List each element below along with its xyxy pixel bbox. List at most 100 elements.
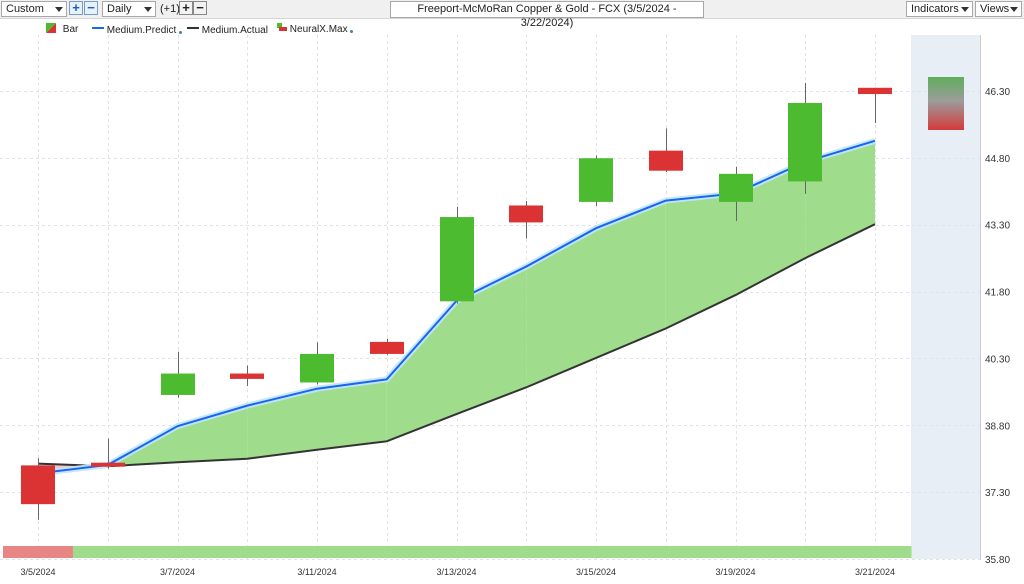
legend-item-medium-predict[interactable]: Medium.Predict [92,23,183,36]
candle-body-up [161,373,195,395]
price-tick-label: 46.30 [985,87,1010,98]
views-dropdown[interactable]: Views [975,1,1022,17]
candle-body-down [649,150,683,171]
legend-neuralx-max-label: NeuralX.Max [289,24,348,35]
chart-title: Freeport-McMoRan Copper & Gold - FCX (3/… [417,3,677,29]
neuralx-forecast [928,77,964,130]
legend-medium-predict-label: Medium.Predict [106,25,177,36]
chevron-down-icon [55,7,63,12]
candle-body-up [579,158,613,202]
zoom-out-button[interactable]: − [84,1,98,15]
signal-strip-up [840,546,912,558]
indicators-label: Indicators [911,3,959,15]
signal-strip-up [72,546,144,558]
signal-strip [3,546,912,558]
candle [370,338,404,355]
ribbon-segment-up [526,228,596,388]
date-tick-label: 3/13/2024 [436,567,476,577]
candle [440,206,474,304]
legend-item-neuralx-max[interactable]: NeuralX.Max [277,23,354,35]
legend-bar-label: Bar [62,24,79,35]
candle [579,155,613,207]
ribbon-segment-up [665,193,736,329]
signal-strip-up [630,546,702,558]
candle [858,87,892,124]
offset-increase-button[interactable]: + [179,1,193,15]
candle [91,438,125,469]
price-tick-label: 40.30 [985,354,1010,365]
date-tick-label: 3/11/2024 [297,567,336,577]
predict-actual-ribbon [38,140,875,474]
bar-legend-icon [46,23,56,33]
ribbon-segment-up [177,405,248,463]
zoom-in-button[interactable]: + [69,1,83,15]
candle [21,458,55,520]
legend-item-medium-actual[interactable]: Medium.Actual [187,23,268,36]
candle [230,365,264,387]
candle-body-up [719,173,753,202]
signal-strip-up [561,546,632,558]
candle-body-down [91,462,125,467]
date-tick-label: 3/21/2024 [855,567,895,577]
price-tick-label: 44.80 [985,154,1010,165]
signal-strip-up [212,546,283,558]
indicators-dropdown[interactable]: Indicators [906,1,973,17]
price-tick-label: 38.80 [985,421,1010,432]
candle-body-down [509,205,543,223]
legend-medium-actual-label: Medium.Actual [201,25,268,36]
candlesticks [21,82,892,520]
price-tick-label: 43.30 [985,221,1010,232]
signal-strip-up [351,546,423,558]
chevron-down-icon [961,7,969,12]
candle-body-down [858,87,892,95]
candle [300,342,334,385]
offset-label: (+1) [160,3,180,15]
candle-body-down [230,373,264,379]
ribbon-segment-up [247,388,317,459]
candle-body-up [788,102,822,182]
candle [649,128,683,173]
signal-strip-up [282,546,353,558]
period-select[interactable]: Custom [1,1,67,17]
legend-item-bar[interactable]: Bar [46,23,78,35]
signal-strip-up [770,546,841,558]
views-label: Views [980,3,1010,15]
ribbon-segment-up [317,379,387,450]
interval-select[interactable]: Daily [102,1,156,17]
date-tick-label: 3/5/2024 [20,567,55,577]
interval-select-value: Daily [107,3,132,15]
offset-decrease-button[interactable]: − [193,1,207,15]
neuralx-legend-icon [277,23,287,31]
chevron-down-icon [1010,7,1018,12]
candle-body-down [370,341,404,354]
candle-body-down [21,465,55,505]
ribbon-segment-up [386,300,457,442]
candle [161,351,195,398]
date-tick-label: 3/7/2024 [160,567,195,577]
ribbon-segment-up [805,140,875,259]
candle-body-up [440,217,474,302]
actual-line-legend-icon [187,27,199,29]
signal-strip-down [3,546,74,558]
signal-strip-up [142,546,213,558]
signal-strip-up [421,546,492,558]
price-tick-label: 41.80 [985,288,1010,299]
chevron-down-icon [144,7,152,12]
candle-body-up [300,353,334,383]
grid [0,35,980,560]
settings-dot-icon[interactable] [350,30,354,33]
price-tick-label: 37.30 [985,488,1010,499]
chart-title-field[interactable]: Freeport-McMoRan Copper & Gold - FCX (3/… [390,1,704,29]
ribbon-segment-up [456,266,527,415]
predict-line-legend-icon [92,27,104,29]
candle [788,82,822,194]
candle [719,166,753,222]
candle [509,201,543,239]
neuralx-forecast-box [928,77,964,130]
date-tick-label: 3/15/2024 [576,567,616,577]
date-tick-label: 3/19/2024 [715,567,755,577]
settings-dot-icon[interactable] [179,31,183,34]
signal-strip-up [700,546,771,558]
price-tick-label: 35.80 [985,555,1010,566]
